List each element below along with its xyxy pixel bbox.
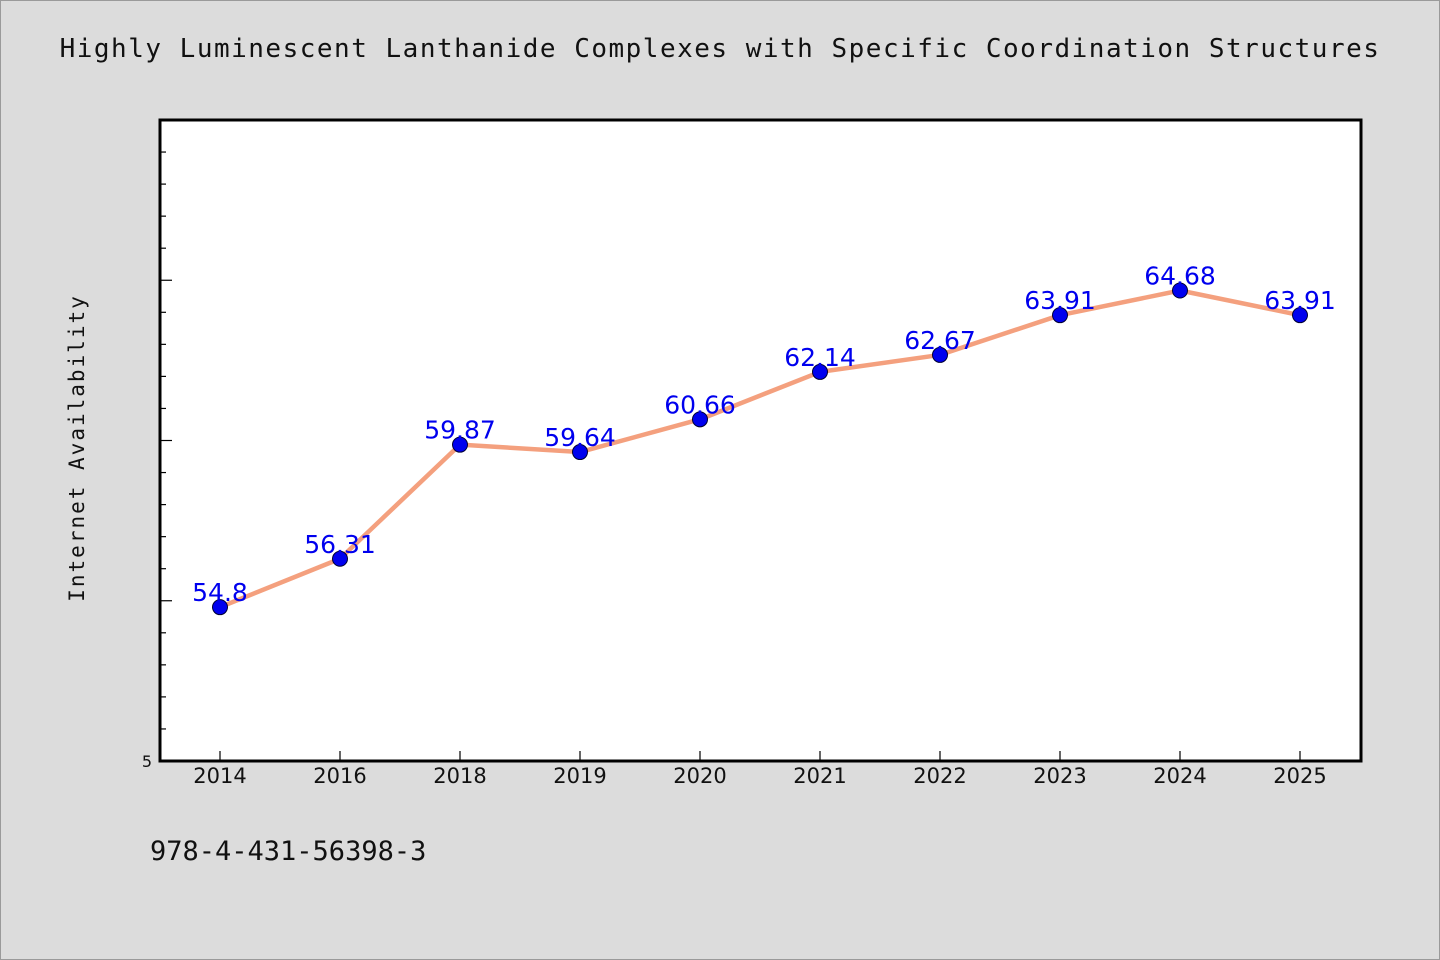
x-tick-label: 2025 [1273,764,1326,788]
data-markers [212,282,1308,616]
series-line [217,288,1303,610]
data-point [332,550,348,567]
x-tick-label: 2018 [433,764,486,788]
x-tick-label: 2014 [193,764,246,788]
footer-code: 978-4-431-56398-3 [150,836,427,867]
data-point [1172,282,1188,299]
x-tick-label: 2016 [313,764,366,788]
x-tick-label: 2020 [673,764,726,788]
x-tick-label: 2021 [793,764,846,788]
chart-title: Highly Luminescent Lanthanide Complexes … [59,34,1381,64]
data-point [692,411,708,428]
data-label: 64.68 [1144,262,1216,291]
data-point [212,599,228,616]
data-labels: 54.8 56.31 59.87 59.64 60.66 62.14 62.67 63.91 6… [192,262,1336,608]
data-point [572,444,588,461]
data-label: 59.87 [424,416,496,445]
data-label: 60.66 [664,390,736,419]
data-label: 59.64 [544,423,616,452]
data-point [932,346,948,363]
y-axis-ticks: 5 [142,119,172,771]
data-label: 63.91 [1024,286,1096,315]
data-point [452,436,468,453]
x-tick-label: 2022 [913,764,966,788]
data-label: 62.14 [784,343,856,372]
x-tick-label: 2024 [1153,764,1206,788]
y-tick-label: 5 [142,752,152,771]
data-label: 63.91 [1264,286,1336,315]
data-point [1292,307,1308,324]
data-point [812,363,828,380]
x-tick-label: 2023 [1033,764,1086,788]
data-point [1052,307,1068,324]
x-tick-label: 2019 [553,764,606,788]
data-label: 62.67 [904,326,976,355]
data-label: 54.8 [192,578,248,607]
plot-area [158,118,1363,763]
x-axis-ticks: 2014 2016 2018 2019 2020 2021 2022 2023 2024 2025 [193,751,1327,788]
data-label: 56.31 [304,530,376,559]
